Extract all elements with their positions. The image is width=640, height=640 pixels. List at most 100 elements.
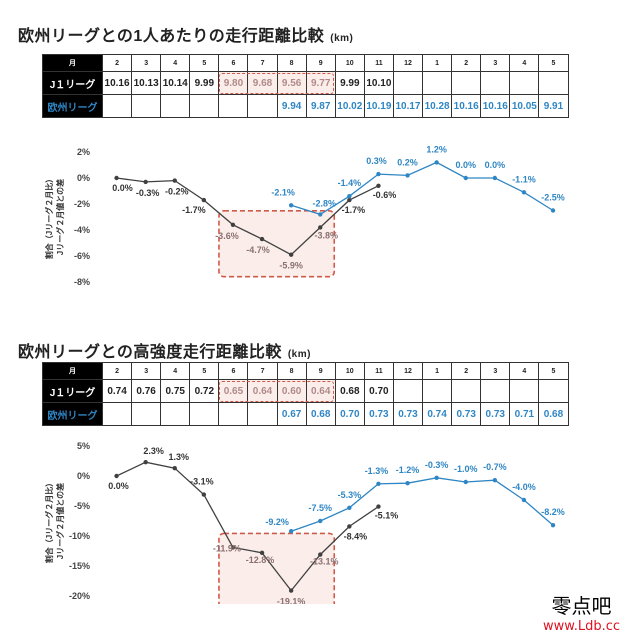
table-cell-j1: 0.74 <box>101 379 133 403</box>
table-cell-j1: 0.65 <box>218 379 249 403</box>
data-point-eu <box>463 175 468 181</box>
y-tick-label: -6% <box>74 251 90 261</box>
table-cell-month: 3 <box>480 54 511 72</box>
high-intensity-line-chart: 5% 0% -5% -10% -15% -20% 割合（Jリーグ２月比） Jリーグ２月値との差… <box>44 441 565 604</box>
data-point-j1 <box>172 466 177 471</box>
y-tick-label: -4% <box>74 225 90 235</box>
table-cell-month: 7 <box>247 54 278 72</box>
data-point-eu <box>318 518 323 524</box>
data-label-j1: 0.0% <box>112 183 133 193</box>
y-tick-label: -20% <box>69 591 90 601</box>
data-point-eu <box>434 160 439 165</box>
table-cell-j1: 9.80 <box>218 71 249 95</box>
table-cell-eu <box>247 94 278 118</box>
data-label-eu: -2.5% <box>541 193 565 203</box>
table-cell-month: 9 <box>305 362 336 380</box>
data-label-j1: -5.9% <box>279 261 303 271</box>
highlight-box-chart <box>218 210 336 278</box>
table-cell-eu: 0.68 <box>538 402 569 426</box>
table-cell-eu: 0.73 <box>480 402 511 426</box>
data-point-j1 <box>288 588 294 593</box>
row-header-j1: J１リーグ <box>42 71 103 95</box>
table-cell-eu <box>160 402 191 426</box>
data-label-eu: -1.0% <box>454 464 478 474</box>
data-point-j1 <box>347 197 352 203</box>
table-cell-month: 8 <box>276 54 307 72</box>
table-cell-j1: 9.56 <box>276 71 307 95</box>
row-header-eu: 欧州リーグ <box>42 402 103 426</box>
data-label-eu: -7.5% <box>308 503 332 513</box>
data-label-j1: -3.8% <box>314 230 338 240</box>
table-cell-eu <box>131 402 162 426</box>
table-cell-month: 4 <box>160 54 191 72</box>
data-label-j1: -0.6% <box>373 190 397 200</box>
table-cell-j1 <box>422 71 453 95</box>
table-cell-j1 <box>538 71 569 95</box>
table-cell-eu: 10.05 <box>509 94 540 118</box>
table-cell-eu <box>247 402 278 426</box>
table-cell-month: 4 <box>509 362 540 380</box>
table-cell-j1: 0.76 <box>131 379 162 403</box>
data-point-eu <box>318 212 323 217</box>
title-unit: (km) <box>287 349 311 360</box>
table-cell-eu: 9.91 <box>538 94 569 118</box>
y-tick-label: 0% <box>77 173 90 183</box>
table-cell-eu: 0.68 <box>305 402 336 426</box>
table-cell-month: 11 <box>363 362 394 380</box>
distance-line-chart: 2% 0% -2% -4% -6% -8% 割合（Jリーグ２月比） Jリーグ２月値との差 0.0… <box>44 144 565 287</box>
table-cell-j1: 9.77 <box>305 71 336 95</box>
table-cell-eu: 10.16 <box>451 94 482 118</box>
table-row-j1: J１リーグ 0.74 0.76 0.75 0.72 0.65 0.64 0.60 0.64 0.6… <box>42 379 569 403</box>
table-cell-eu: 10.16 <box>480 94 511 118</box>
table-cell-month: 10 <box>334 362 365 380</box>
table-cell-month: 1 <box>422 362 453 380</box>
table-cell-eu: 0.67 <box>276 402 307 426</box>
watermark-line1: 零点吧 <box>551 594 612 618</box>
data-point-eu <box>376 171 381 177</box>
table-cell-month: 5 <box>538 54 569 72</box>
data-label-j1: 1.3% <box>168 452 189 462</box>
data-point-j1 <box>230 222 236 227</box>
data-point-eu <box>492 478 498 483</box>
row-header-month: 月 <box>42 54 103 72</box>
table-cell-eu: 10.28 <box>422 94 453 118</box>
data-point-j1 <box>376 504 381 509</box>
table-cell-j1: 9.99 <box>334 71 365 95</box>
data-label-eu: 0.2% <box>397 157 418 167</box>
data-point-eu <box>434 475 439 480</box>
table-cell-month: 2 <box>451 362 482 380</box>
table-cell-month: 6 <box>218 54 249 72</box>
data-point-j1 <box>259 550 265 555</box>
data-point-j1 <box>143 460 148 465</box>
data-point-eu <box>550 208 556 213</box>
data-label-j1: -5.1% <box>375 511 399 521</box>
data-label-eu: -1.4% <box>338 178 362 188</box>
table-cell-eu: 0.73 <box>392 402 424 426</box>
title-text: 欧州リーグとの高強度走行距離比較 <box>18 344 282 361</box>
data-point-j1 <box>318 225 323 230</box>
title-unit: (km) <box>330 33 354 44</box>
table-cell-month: 5 <box>189 54 220 72</box>
table-cell-month: 2 <box>451 54 482 72</box>
table-row-month: 月 2 3 4 5 6 7 8 9 10 11 12 1 2 3 4 5 <box>42 54 569 72</box>
highlight-box-chart <box>218 532 336 604</box>
series-line-eu <box>290 477 554 532</box>
table-cell-eu <box>131 94 162 118</box>
data-point-eu <box>347 505 352 510</box>
watermark-line2: www.Ldb.cc <box>542 619 620 634</box>
data-label-j1: -12.8% <box>246 555 275 565</box>
high-intensity-section: 欧州リーグとの高強度走行距離比較 (km) 月 2 3 4 5 6 7 8 9 10 11 12 1 2 3 4… <box>0 320 640 640</box>
data-label-eu: -9.2% <box>265 517 289 527</box>
table-cell-month: 7 <box>247 362 278 380</box>
table-cell-eu <box>189 94 220 118</box>
data-point-j1 <box>114 175 119 181</box>
data-point-j1 <box>114 473 119 479</box>
data-label-j1: -1.7% <box>182 205 206 215</box>
row-header-j1: J１リーグ <box>42 379 103 403</box>
data-point-eu <box>405 173 410 178</box>
table-cell-j1: 0.64 <box>247 379 278 403</box>
table-cell-j1: 10.10 <box>363 71 394 95</box>
table-cell-month: 3 <box>480 362 511 380</box>
table-cell-j1: 0.68 <box>334 379 365 403</box>
y-tick-label: -10% <box>69 531 90 541</box>
